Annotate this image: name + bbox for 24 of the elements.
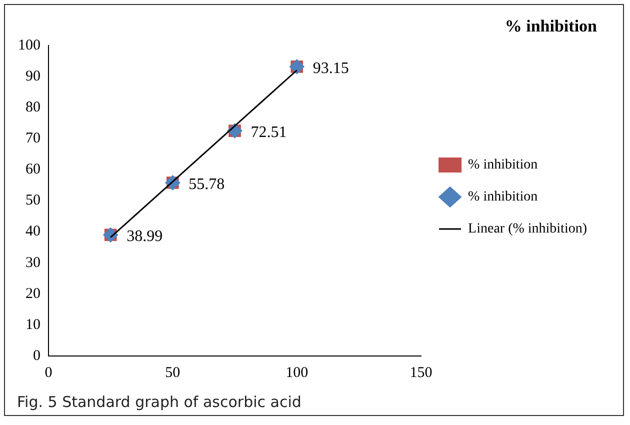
data-label: 93.15 [312,60,349,77]
legend-label: Linear (% inhibition) [468,222,588,237]
data-label: 72.51 [250,124,287,141]
y-tick-label: 70 [26,130,40,147]
y-tick-label: 40 [26,224,40,240]
y-tick-label: 90 [26,68,40,84]
x-tick-label: 0 [44,364,52,381]
x-tick-label: 50 [165,364,180,381]
y-tick-label: 50 [26,192,40,209]
data-label: 55.78 [188,176,225,193]
text: % inhibition [504,16,598,36]
y-tick-label: 60 [26,162,40,178]
y-tick-label: 80 [26,99,40,116]
caption: Fig. 5 Standard graph of ascorbic acid [17,393,302,411]
y-tick-label: 20 [26,286,40,302]
y-tick-label: 10 [26,316,40,333]
y-tick-label: 100 [18,37,40,54]
data-label: 38.99 [126,228,163,246]
y-tick-label: 30 [26,254,40,271]
x-tick-label: 100 [286,364,308,381]
y-tick-label: 0 [33,348,40,364]
legend-label: % inhibition [468,158,538,173]
x-tick-label: 150 [410,364,432,381]
legend-label: % inhibition [468,190,538,205]
